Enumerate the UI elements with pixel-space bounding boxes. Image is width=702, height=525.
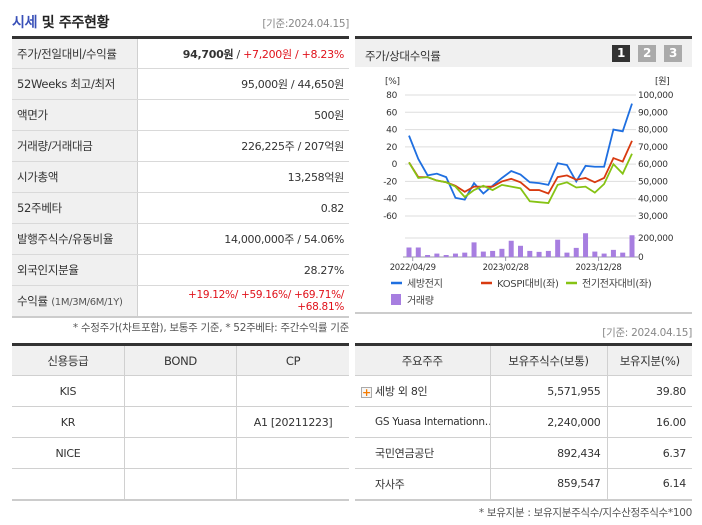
left-tick-label: -40 bbox=[383, 195, 397, 205]
price-chart: [%] [원] 80 100,000 60 90,000 40 80,000 20 70,000 0… bbox=[383, 76, 674, 307]
page-1-button[interactable]: 1 bbox=[612, 45, 630, 62]
table-row: 시가총액 13,258억원 bbox=[12, 161, 349, 193]
left-tick-label: 0 bbox=[392, 160, 398, 170]
volume-bar bbox=[462, 252, 468, 257]
left-tick-label: 40 bbox=[386, 126, 397, 136]
change: +7,200원 bbox=[243, 47, 292, 61]
right-tick-label: 70,000 bbox=[638, 143, 668, 153]
section-title: 시세 및 주주현황 bbox=[12, 15, 110, 31]
left-tick-label: 60 bbox=[386, 108, 397, 118]
volume-bar bbox=[573, 247, 579, 257]
right-tick-label: 80,000 bbox=[638, 126, 668, 136]
expand-icon[interactable]: + bbox=[361, 385, 372, 399]
holders-base-date: [기준: 2024.04.15] bbox=[602, 327, 692, 339]
table-row: 52Weeks 최고/최저 95,000원 / 44,650원 bbox=[12, 68, 349, 100]
right-tick-label: 100,000 bbox=[638, 91, 674, 101]
right-tick-label: 90,000 bbox=[638, 108, 668, 118]
volume-tick-label: 200,000 bbox=[638, 234, 674, 244]
x-tick-label: 2023/12/28 bbox=[576, 263, 622, 273]
table-row: 거래량/거래대금 226,225주 / 207억원 bbox=[12, 130, 349, 162]
left-axis-label: [%] bbox=[385, 77, 400, 87]
legend-label: 전기전자대비(좌) bbox=[582, 278, 652, 290]
table-row: 외국인지분율 28.27% bbox=[12, 254, 349, 286]
base-date: [기준:2024.04.15] bbox=[262, 18, 349, 30]
legend-label: 거래량 bbox=[407, 295, 434, 307]
volume-bar bbox=[490, 250, 496, 257]
volume-bar bbox=[583, 233, 589, 257]
volume-bar bbox=[536, 251, 542, 257]
credit-rating-table: 신용등급 BOND CP KIS KR A1 [20211223] NICE bbox=[12, 343, 349, 501]
series-line-3 bbox=[408, 153, 633, 204]
left-tick-label: 80 bbox=[386, 91, 397, 101]
legend-swatch bbox=[391, 294, 401, 305]
volume-tick-label: 0 bbox=[638, 253, 644, 263]
volume-bar bbox=[601, 253, 607, 257]
volume-bar bbox=[592, 251, 598, 257]
volume-bar bbox=[499, 248, 505, 257]
volume-bar bbox=[471, 242, 477, 257]
table-row: GS Yuasa Internationn… 2,240,000 16.00 bbox=[355, 406, 692, 438]
chart-title: 주가/상대수익률 bbox=[365, 49, 441, 63]
volume-bar bbox=[415, 247, 421, 257]
left-tick-label: -60 bbox=[383, 212, 397, 222]
volume-bar bbox=[620, 252, 626, 257]
table-row bbox=[12, 468, 349, 501]
volume-bar bbox=[545, 250, 551, 257]
volume-bar bbox=[406, 247, 412, 257]
rate: +8.23% bbox=[301, 47, 345, 61]
table-row: 52주베타 0.82 bbox=[12, 192, 349, 224]
volume-bar bbox=[452, 253, 458, 257]
price-note: * 수정주가(차트포함), 보통주 기준, * 52주베타: 주간수익률 기준 bbox=[72, 322, 349, 334]
table-row: 액면가 500원 bbox=[12, 99, 349, 131]
table-row: 국민연금공단 892,434 6.37 bbox=[355, 437, 692, 469]
volume-bar bbox=[629, 235, 635, 257]
page-3-button[interactable]: 3 bbox=[664, 45, 682, 62]
table-row: 주가/전일대비/수익률 94,700원 / +7,200원 / +8.23% bbox=[12, 37, 349, 69]
legend-label: KOSPI대비(좌) bbox=[497, 278, 559, 290]
table-row: 수익률 (1M/3M/6M/1Y) +19.12%/ +59.16%/ +69.7… bbox=[12, 285, 349, 318]
left-tick-label: -20 bbox=[383, 177, 397, 187]
left-tick-label: 20 bbox=[386, 143, 397, 153]
right-tick-label: 40,000 bbox=[638, 195, 668, 205]
volume-bar bbox=[443, 255, 449, 257]
volume-bar bbox=[508, 240, 514, 257]
volume-bar bbox=[527, 250, 533, 257]
volume-bar bbox=[610, 249, 616, 257]
series-line-1 bbox=[408, 103, 633, 201]
volume-bar bbox=[518, 245, 523, 257]
shareholders-table: 주요주주 보유주식수(보통) 보유지분(%) + 세방 외 8인 5,571,955 39… bbox=[355, 343, 692, 501]
volume-bar bbox=[480, 251, 486, 257]
page-2-button[interactable]: 2 bbox=[638, 45, 656, 62]
right-axis-label: [원] bbox=[655, 76, 669, 87]
right-tick-label: 60,000 bbox=[638, 160, 668, 170]
legend-label: 세방전지 bbox=[407, 278, 443, 290]
table-row: NICE bbox=[12, 437, 349, 469]
volume-bar bbox=[425, 255, 431, 257]
volume-bar bbox=[555, 239, 561, 257]
x-tick-label: 2022/04/29 bbox=[390, 263, 436, 273]
price: 94,700원 bbox=[182, 47, 234, 61]
row-label: 주가/전일대비/수익률 bbox=[12, 37, 138, 69]
table-row: KR A1 [20211223] bbox=[12, 406, 349, 438]
holders-note: * 보유지분 : 보유지분주식수/지수산정주식수*100 bbox=[478, 507, 692, 519]
price-table: 주가/전일대비/수익률 94,700원 / +7,200원 / +8.23% 52… bbox=[12, 36, 349, 318]
table-row: KIS bbox=[12, 375, 349, 407]
table-row: 발행주식수/유동비율 14,000,000주 / 54.06% bbox=[12, 223, 349, 255]
volume-bar bbox=[564, 252, 570, 257]
x-tick-label: 2023/02/28 bbox=[483, 263, 529, 273]
table-row: 자사주 859,547 6.14 bbox=[355, 468, 692, 501]
table-row: + 세방 외 8인 5,571,955 39.80 bbox=[355, 375, 692, 407]
chart-panel: 주가/상대수익률 1 2 3 [%] [원] 80 100,000 60 90,000 40… bbox=[355, 36, 692, 314]
right-tick-label: 50,000 bbox=[638, 177, 668, 187]
right-tick-label: 30,000 bbox=[638, 212, 668, 222]
volume-bar bbox=[434, 253, 440, 257]
